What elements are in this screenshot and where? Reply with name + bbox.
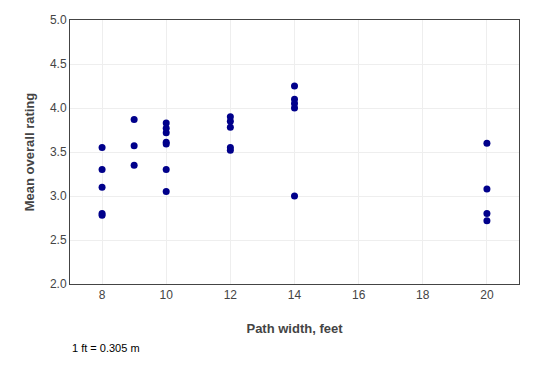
svg-text:4.0: 4.0 — [50, 101, 67, 115]
svg-text:4.5: 4.5 — [50, 57, 67, 71]
svg-text:5.0: 5.0 — [50, 13, 67, 27]
svg-text:16: 16 — [352, 288, 366, 302]
svg-text:3.5: 3.5 — [50, 145, 67, 159]
svg-text:14: 14 — [288, 288, 302, 302]
svg-text:Mean overall rating: Mean overall rating — [22, 93, 37, 212]
svg-text:3.0: 3.0 — [50, 189, 67, 203]
svg-text:2.0: 2.0 — [50, 277, 67, 291]
svg-text:18: 18 — [416, 288, 430, 302]
svg-text:2.5: 2.5 — [50, 233, 67, 247]
svg-text:Path width, feet: Path width, feet — [246, 321, 343, 336]
svg-text:8: 8 — [99, 288, 106, 302]
svg-text:10: 10 — [160, 288, 174, 302]
svg-text:1 ft = 0.305 m: 1 ft = 0.305 m — [72, 342, 140, 354]
svg-text:12: 12 — [224, 288, 238, 302]
svg-text:20: 20 — [480, 288, 494, 302]
